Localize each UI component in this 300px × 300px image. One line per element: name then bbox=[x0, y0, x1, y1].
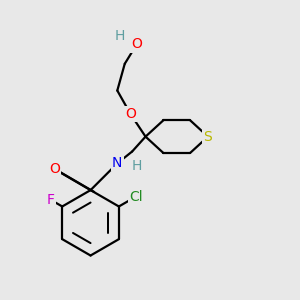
Text: O: O bbox=[125, 107, 136, 121]
Text: O: O bbox=[131, 38, 142, 52]
Text: Cl: Cl bbox=[129, 190, 143, 204]
Text: S: S bbox=[204, 130, 212, 144]
Text: H: H bbox=[115, 28, 125, 43]
Text: F: F bbox=[47, 193, 55, 207]
Text: O: O bbox=[50, 162, 60, 176]
Text: H: H bbox=[131, 159, 142, 173]
Text: N: N bbox=[112, 156, 122, 170]
